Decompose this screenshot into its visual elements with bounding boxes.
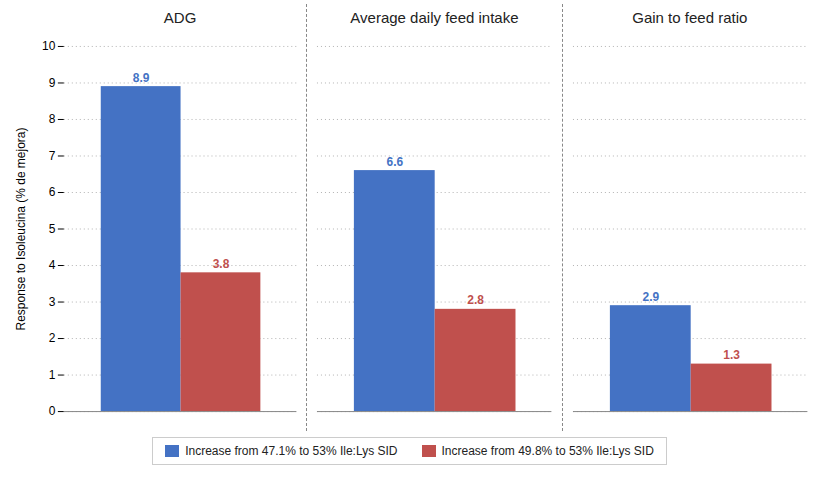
svg-text:Response to Isoleucina (% de m: Response to Isoleucina (% de mejora) [14,128,28,331]
svg-text:8: 8 [49,112,56,126]
svg-text:0: 0 [49,404,56,418]
svg-text:9: 9 [49,76,56,90]
html-text:Increase from 49.8% to 53% Ile: Increase from 49.8% to 53% Ile:Lys SID [441,444,654,458]
svg-text:2: 2 [49,331,56,345]
svg-text:8.9: 8.9 [133,71,150,85]
svg-text:2.8: 2.8 [468,293,485,307]
html-text:ADG: ADG [163,9,197,26]
svg-text:5: 5 [49,222,56,236]
svg-text:2.9: 2.9 [642,290,659,304]
html-text:Average daily feed intake: Average daily feed intake [350,9,519,26]
html-text:Increase from 47.1% to 53% Ile: Increase from 47.1% to 53% Ile:Lys SID [185,444,398,458]
svg-text:1.3: 1.3 [723,348,740,362]
svg-text:3.8: 3.8 [213,257,230,271]
svg-text:4: 4 [49,258,56,272]
svg-text:6.6: 6.6 [387,155,404,169]
html-text:Gain to feed ratio: Gain to feed ratio [632,9,748,26]
svg-text:10: 10 [42,39,56,53]
svg-text:7: 7 [49,149,56,163]
svg-text:6: 6 [49,185,56,199]
svg-text:3: 3 [49,295,56,309]
svg-text:1: 1 [49,368,56,382]
